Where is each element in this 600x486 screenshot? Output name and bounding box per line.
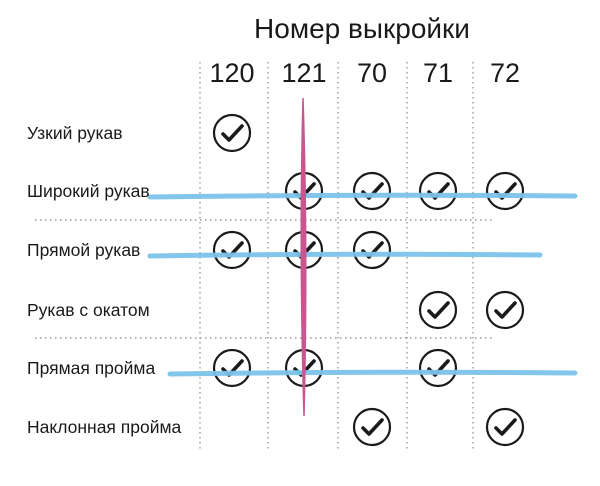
column-header: 120 — [209, 58, 254, 88]
check-circle-icon — [212, 230, 252, 270]
column-header: 71 — [423, 58, 453, 88]
check-circle-icon — [418, 348, 458, 388]
column-header: 121 — [281, 58, 326, 88]
check-circle-icon — [352, 407, 392, 447]
column-strikethrough — [300, 97, 307, 417]
table-title: Номер выкройки — [254, 13, 470, 44]
row-label: Широкий рукав — [27, 181, 150, 201]
row-strikethrough — [147, 251, 543, 259]
column-header: 70 — [357, 58, 387, 88]
row-label: Прямой рукав — [27, 240, 140, 260]
check-circle-icon — [485, 171, 525, 211]
check-circle-icon — [352, 171, 392, 211]
check-circle-icon — [352, 230, 392, 270]
check-circle-icon — [212, 113, 252, 153]
table-text: Номер выкройки 120 121 70 71 72 Узкий рукав Ши… — [27, 13, 520, 437]
check-circle-icon — [485, 290, 525, 330]
row-label: Наклонная пройма — [27, 417, 182, 437]
row-label: Узкий рукав — [27, 123, 123, 143]
check-circle-icon — [212, 348, 252, 388]
grid-lines — [35, 62, 492, 452]
row-label: Рукав с окатом — [27, 300, 150, 320]
highlight-strokes — [147, 97, 578, 417]
row-label: Прямая пройма — [27, 358, 155, 378]
check-circle-icon — [418, 290, 458, 330]
row-strikethrough — [147, 192, 578, 200]
row-strikethrough — [167, 369, 578, 377]
check-circle-icon — [485, 407, 525, 447]
checkmarks — [212, 113, 525, 447]
check-circle-icon — [418, 171, 458, 211]
column-header: 72 — [490, 58, 520, 88]
